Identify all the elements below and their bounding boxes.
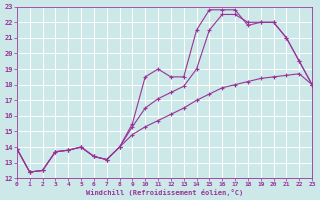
X-axis label: Windchill (Refroidissement éolien,°C): Windchill (Refroidissement éolien,°C) <box>86 189 243 196</box>
